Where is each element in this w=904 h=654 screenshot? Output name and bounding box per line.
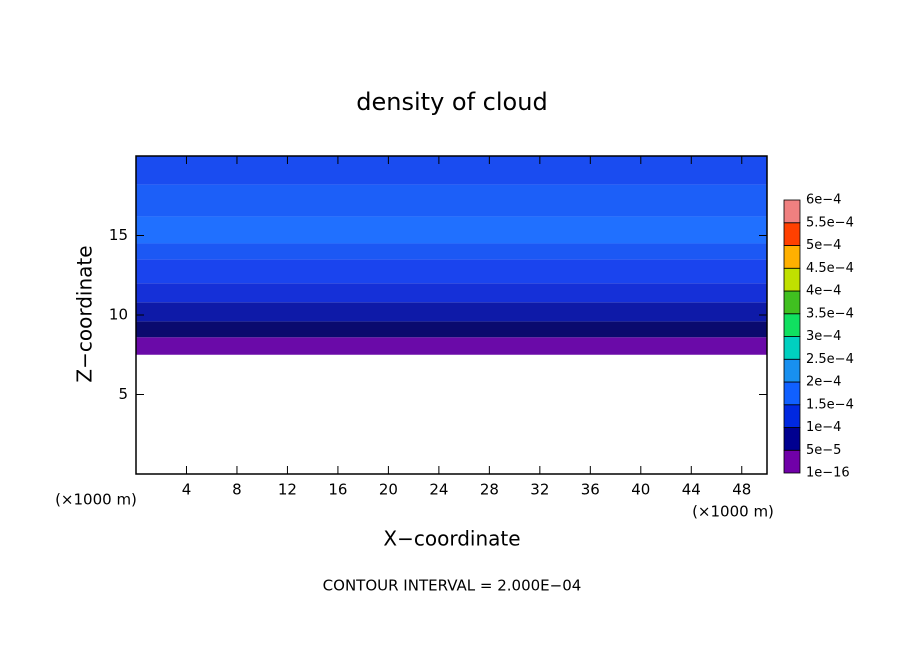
colorbar-swatch — [783, 313, 801, 337]
x-axis-label: X−coordinate — [383, 527, 520, 551]
colorbar-label: 2.5e−4 — [806, 352, 854, 367]
y-tick-label: 10 — [109, 306, 128, 324]
x-tick-label: 36 — [581, 481, 600, 499]
y-unit-label: (×1000 m) — [55, 491, 137, 509]
colorbar-label: 1e−16 — [806, 466, 850, 481]
contour-band — [136, 156, 767, 185]
colorbar-swatch — [783, 404, 801, 428]
colorbar-label: 4.5e−4 — [806, 261, 854, 276]
colorbar-swatch — [783, 245, 801, 269]
colorbar-swatch — [783, 336, 801, 360]
colorbar-label: 5.5e−4 — [806, 215, 854, 230]
colorbar-label: 1.5e−4 — [806, 397, 854, 412]
contour-band — [136, 283, 767, 303]
colorbar-label: 3.5e−4 — [806, 306, 854, 321]
contour-band — [136, 184, 767, 217]
colorbar-label: 2e−4 — [806, 375, 841, 390]
x-tick-label: 20 — [379, 481, 398, 499]
contour-band — [136, 302, 767, 322]
chart-title: density of cloud — [356, 88, 547, 116]
colorbar-swatch — [783, 290, 801, 315]
footer-note: CONTOUR INTERVAL = 2.000E−04 — [323, 577, 582, 595]
x-tick-label: 16 — [328, 481, 347, 499]
contour-band — [136, 216, 767, 244]
colorbar-label: 5e−4 — [806, 238, 841, 253]
colorbar-swatch — [783, 427, 801, 451]
x-tick-label: 40 — [631, 481, 650, 499]
colorbar-swatch — [783, 267, 801, 292]
colorbar-label: 6e−4 — [806, 193, 841, 208]
colorbar-label: 4e−4 — [806, 284, 841, 299]
colorbar-label: 1e−4 — [806, 420, 841, 435]
x-tick-label: 48 — [732, 481, 751, 499]
colorbar-swatch — [783, 381, 801, 406]
colorbar-swatch — [783, 449, 801, 474]
x-tick-label: 28 — [480, 481, 499, 499]
colorbar-label: 3e−4 — [806, 329, 841, 344]
contour-band — [136, 243, 767, 260]
x-tick-label: 32 — [530, 481, 549, 499]
x-tick-label: 44 — [682, 481, 701, 499]
x-tick-label: 8 — [232, 481, 242, 499]
x-tick-label: 12 — [278, 481, 297, 499]
x-tick-label: 4 — [182, 481, 192, 499]
colorbar-swatch — [783, 358, 801, 383]
contour-band — [136, 259, 767, 284]
y-axis-label: Z−coordinate — [73, 245, 97, 382]
colorbar-swatch — [783, 222, 801, 246]
contour-band — [136, 337, 767, 355]
x-unit-label: (×1000 m) — [692, 503, 774, 521]
contour-band — [136, 321, 767, 338]
colorbar-swatch — [783, 199, 801, 224]
y-tick-label: 5 — [118, 385, 128, 403]
x-tick-label: 24 — [429, 481, 448, 499]
colorbar-label: 5e−5 — [806, 443, 841, 458]
y-tick-label: 15 — [109, 226, 128, 244]
